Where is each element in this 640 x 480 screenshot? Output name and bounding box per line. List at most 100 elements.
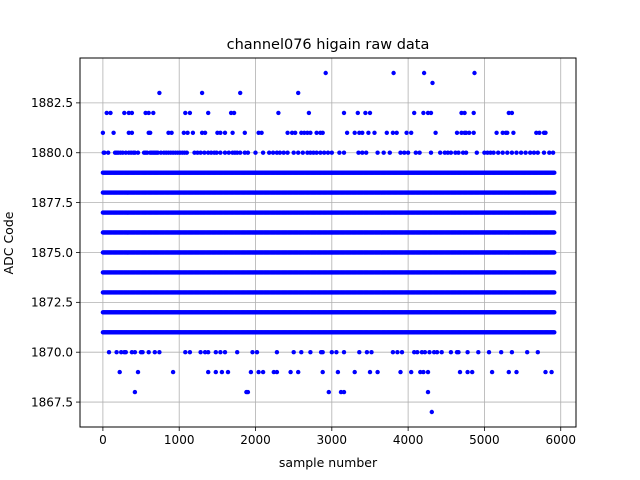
data-point [514, 369, 519, 375]
data-point [181, 130, 186, 135]
data-point [428, 110, 434, 116]
data-point [183, 350, 188, 355]
data-point [291, 150, 296, 155]
data-point [409, 369, 414, 375]
data-point [421, 70, 427, 76]
data-point [500, 150, 505, 155]
data-point [366, 130, 371, 135]
data-point [462, 110, 467, 116]
data-point [152, 350, 157, 355]
data-point [296, 369, 301, 375]
data-point [320, 350, 325, 355]
data-point [202, 130, 208, 135]
data-point [434, 350, 440, 355]
data-point [213, 350, 218, 355]
data-point [135, 150, 141, 155]
data-point [412, 110, 417, 116]
data-point [398, 369, 403, 375]
data-point [552, 250, 557, 255]
data-point [341, 389, 347, 395]
data-point [129, 110, 135, 116]
data-point [384, 130, 389, 135]
data-point [415, 350, 420, 355]
data-point [528, 150, 533, 155]
data-point [364, 350, 370, 355]
data-point [457, 369, 463, 375]
data-point [218, 130, 223, 135]
data-point [427, 350, 432, 355]
x-axis-label: sample number [279, 455, 378, 470]
data-point [360, 150, 365, 155]
data-point [355, 110, 360, 116]
data-point [190, 130, 196, 135]
data-point [260, 150, 266, 155]
data-point [157, 350, 162, 355]
data-point [218, 150, 223, 155]
data-point [421, 369, 426, 375]
data-point [550, 150, 556, 155]
data-point [344, 130, 350, 135]
data-point [360, 130, 365, 135]
data-point [291, 350, 296, 355]
data-point [476, 350, 481, 355]
data-point [552, 170, 557, 175]
x-tick-label: 6000 [545, 433, 576, 447]
data-point [260, 369, 266, 375]
data-point [425, 369, 431, 375]
data-point [276, 110, 281, 116]
data-point [230, 130, 235, 135]
data-point [245, 150, 251, 155]
data-point [552, 190, 557, 195]
data-point [367, 110, 373, 116]
data-point [198, 350, 203, 355]
data-point [390, 350, 396, 355]
data-point [552, 330, 557, 335]
data-point [549, 369, 554, 375]
data-point [102, 150, 107, 155]
data-point [111, 130, 116, 135]
data-point [132, 350, 138, 355]
data-point [352, 130, 357, 135]
data-point [341, 350, 347, 355]
data-point [325, 150, 331, 155]
data-point [281, 150, 286, 155]
data-point [356, 150, 361, 155]
data-point [525, 350, 530, 355]
data-point [329, 150, 334, 155]
data-point [463, 150, 469, 155]
data-point [537, 130, 542, 135]
data-point [395, 350, 400, 355]
data-point [381, 150, 386, 155]
data-point [467, 130, 472, 135]
data-point [219, 369, 225, 375]
data-point [318, 150, 323, 155]
data-point [184, 150, 189, 155]
data-point [308, 130, 313, 135]
data-point [509, 110, 515, 116]
data-point [267, 150, 272, 155]
data-point [226, 150, 231, 155]
data-point [285, 150, 290, 155]
data-point [357, 350, 362, 355]
data-point [341, 110, 347, 116]
data-point [106, 150, 111, 155]
data-point [187, 350, 193, 355]
data-point [543, 130, 548, 135]
data-point [499, 350, 504, 355]
x-tick-label: 0 [99, 433, 107, 447]
data-point [108, 110, 113, 116]
data-point [199, 90, 205, 96]
data-point [218, 350, 223, 355]
data-point [496, 150, 501, 155]
data-point [198, 150, 203, 155]
data-point [206, 110, 211, 116]
data-point [471, 110, 476, 116]
data-point [433, 130, 438, 135]
data-point [222, 350, 228, 355]
data-point [506, 369, 511, 375]
data-point [256, 369, 261, 375]
data-point [438, 150, 443, 155]
data-point [202, 150, 207, 155]
data-point [422, 350, 428, 355]
